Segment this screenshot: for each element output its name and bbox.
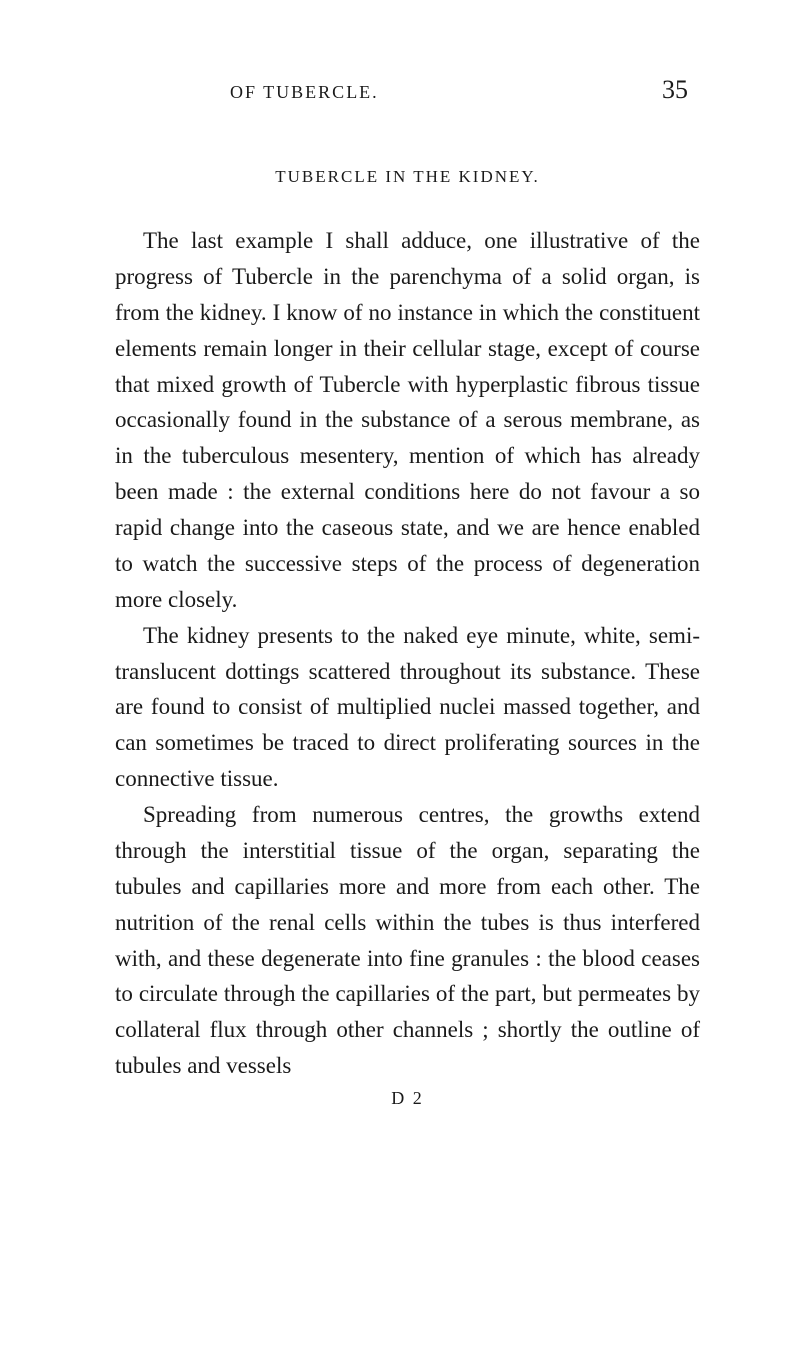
paragraph: The last example I shall adduce, one ill… — [115, 223, 700, 618]
body-text: The last example I shall adduce, one ill… — [115, 223, 700, 1084]
section-title: TUBERCLE IN THE KIDNEY. — [115, 167, 700, 187]
paragraph: The kidney presents to the naked eye min… — [115, 618, 700, 797]
book-page: OF TUBERCLE. 35 TUBERCLE IN THE KIDNEY. … — [0, 0, 800, 1169]
page-header: OF TUBERCLE. 35 — [115, 75, 700, 105]
paragraph: Spreading from numerous centres, the gro… — [115, 797, 700, 1084]
signature-mark: D 2 — [115, 1088, 700, 1109]
page-number: 35 — [662, 75, 688, 105]
running-head: OF TUBERCLE. — [230, 82, 379, 103]
